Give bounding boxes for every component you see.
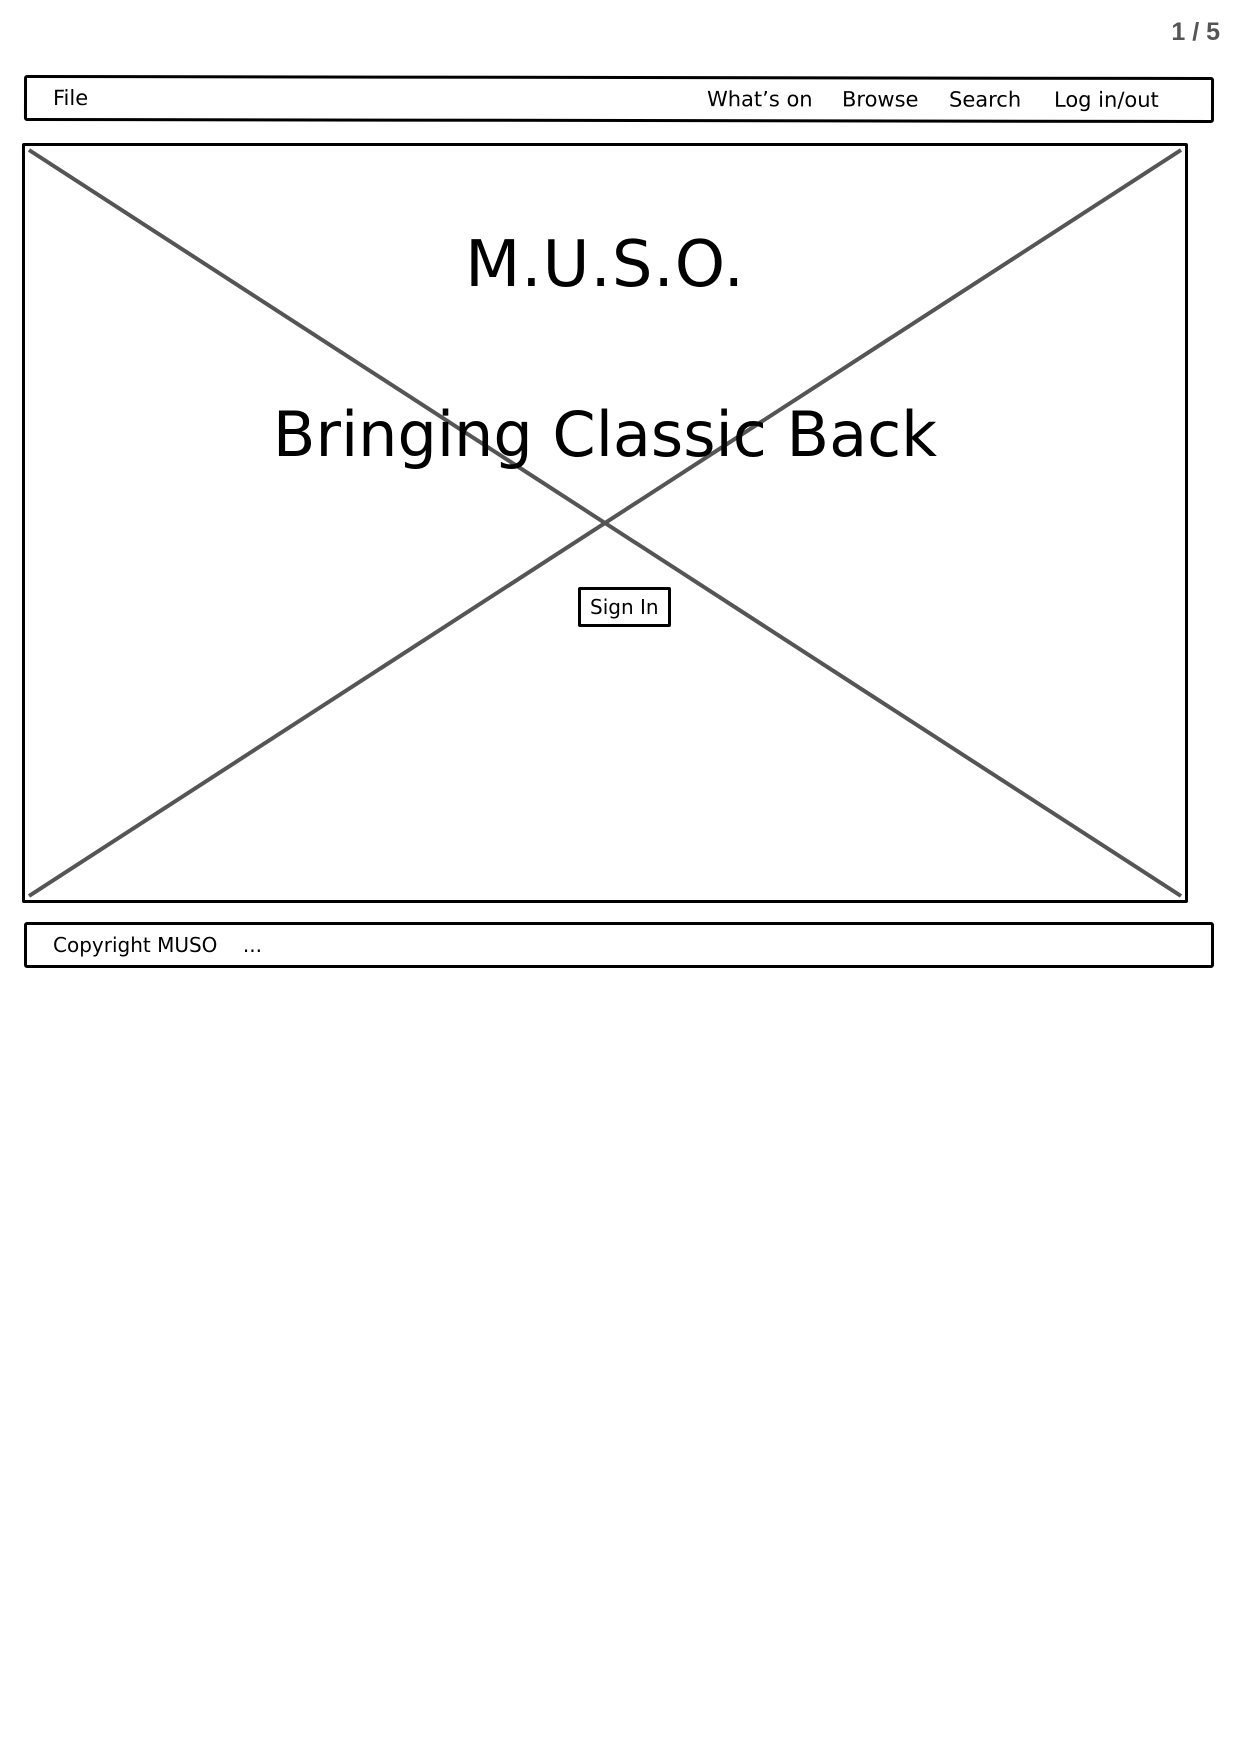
footer-copyright: Copyright MUSO ... <box>53 933 262 957</box>
footer-copyright-label: Copyright MUSO <box>53 933 218 957</box>
footer-ellipsis: ... <box>242 933 262 957</box>
nav-item-search[interactable]: Search <box>948 87 1022 112</box>
top-nav-bar: File What’s on Browse Search Log in/out <box>23 74 1215 124</box>
file-menu[interactable]: File <box>52 86 89 111</box>
site-title: M.U.S.O. <box>465 228 745 302</box>
nav-item-browse[interactable]: Browse <box>841 87 919 112</box>
hero-image-placeholder: M.U.S.O. Bringing Classic Back Sign In <box>22 143 1188 903</box>
nav-item-log-in-out[interactable]: Log in/out <box>1053 87 1159 112</box>
page-indicator: 1 / 5 <box>1171 18 1220 46</box>
footer-bar: Copyright MUSO ... <box>24 922 1214 968</box>
site-tagline: Bringing Classic Back <box>272 398 938 471</box>
sign-in-button[interactable]: Sign In <box>578 587 671 627</box>
nav-item-whats-on[interactable]: What’s on <box>706 87 813 112</box>
image-placeholder-icon <box>27 148 1183 898</box>
